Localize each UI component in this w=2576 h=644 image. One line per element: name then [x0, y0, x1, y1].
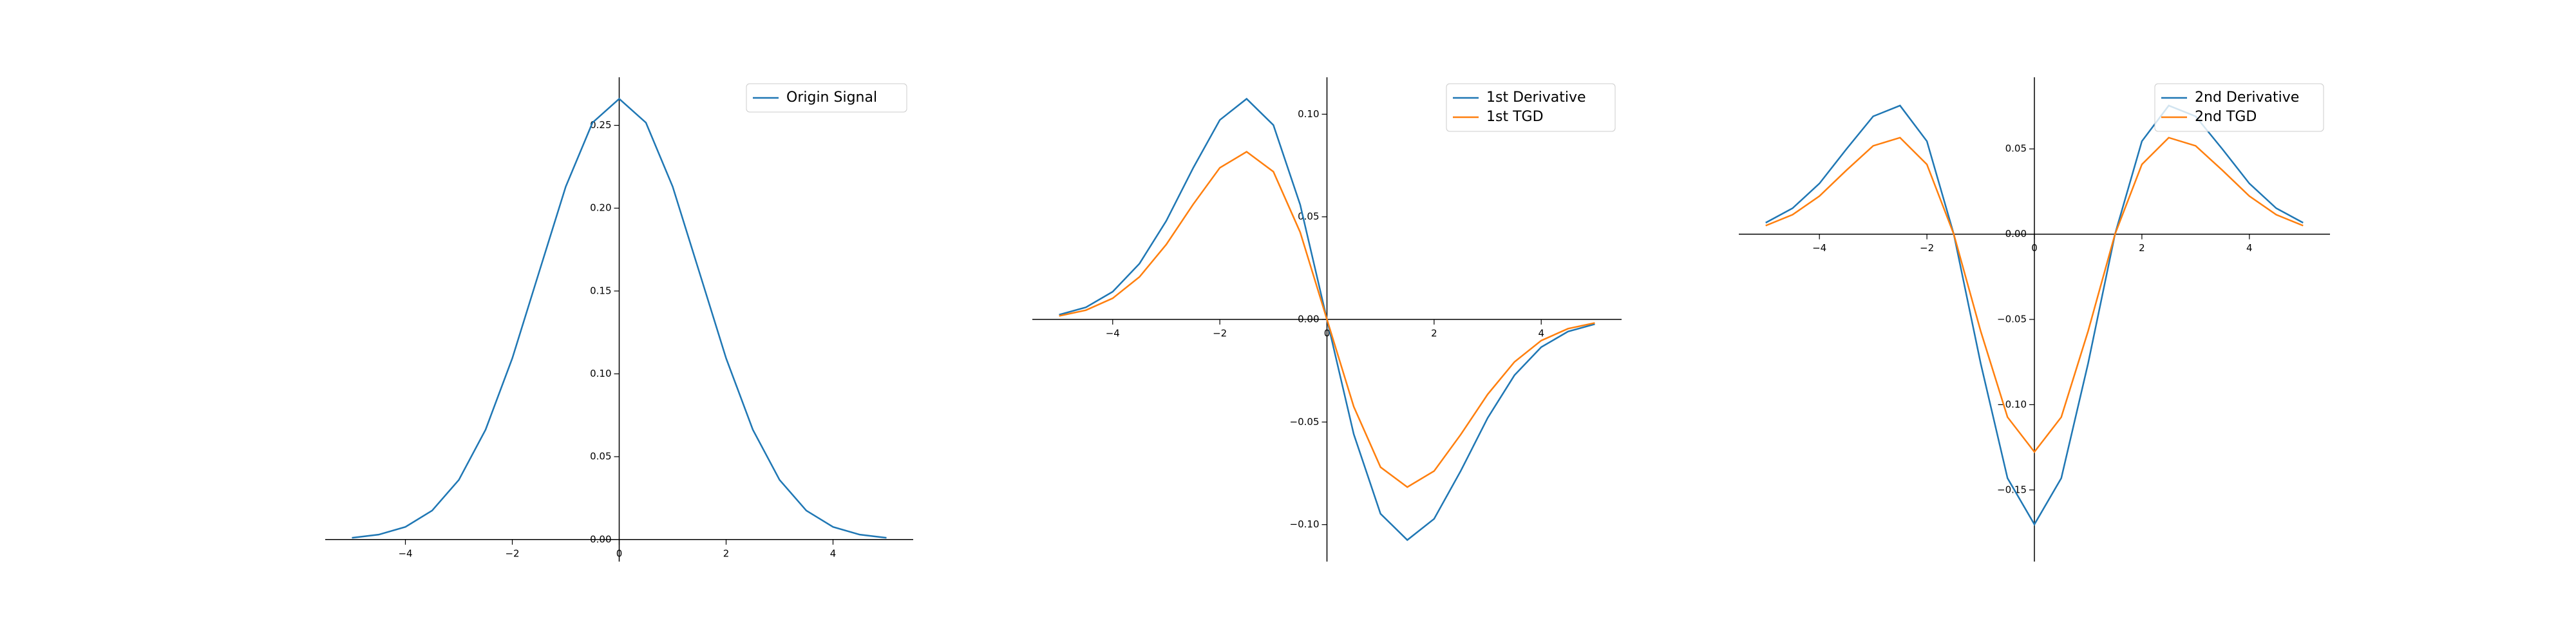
x-tick-label: 4 [2246, 242, 2253, 254]
line [1765, 104, 2304, 526]
legend-box [1446, 83, 1616, 132]
x-tick-label: 2 [723, 547, 730, 559]
x-tick-label: 0 [1324, 328, 1331, 339]
x-tick-label: −4 [1106, 328, 1120, 339]
y-tick-label: 0.10 [590, 368, 611, 379]
x-tick-label: 2 [1431, 328, 1437, 339]
y-tick-label: −0.05 [1290, 416, 1320, 428]
x-tick-label: −4 [1812, 242, 1826, 254]
y-tick-label: −0.05 [1997, 314, 2027, 325]
y-tick-label: 0.00 [2005, 228, 2027, 240]
line [352, 97, 887, 539]
y-tick-label: 0.05 [2005, 143, 2027, 155]
y-tick-label: 0.05 [590, 451, 611, 462]
y-tick-label: 0.00 [590, 533, 611, 545]
x-tick-label: 0 [616, 547, 623, 559]
x-tick-label: 4 [830, 547, 837, 559]
y-tick-label: 0.05 [1298, 211, 1319, 222]
legend-box [2154, 83, 2324, 132]
x-tick-label: 4 [1538, 328, 1544, 339]
y-tick-label: 0.25 [590, 119, 611, 131]
line [1765, 137, 2304, 453]
x-tick-label: 2 [2139, 242, 2145, 254]
legend-label: Origin Signal [786, 90, 877, 106]
y-tick-label: −0.10 [1290, 518, 1320, 530]
legend-label: 2nd Derivative [2195, 90, 2299, 106]
x-tick-label: −2 [505, 547, 519, 559]
x-tick-label: −4 [398, 547, 412, 559]
legend-box [746, 83, 907, 113]
legend-label: 1st Derivative [1486, 90, 1586, 106]
x-tick-label: −2 [1920, 242, 1934, 254]
y-tick-label: 0.15 [590, 285, 611, 296]
legend-label: 2nd TGD [2195, 109, 2257, 125]
x-tick-label: 0 [2031, 242, 2038, 254]
x-tick-label: −2 [1213, 328, 1227, 339]
y-tick-label: 0.10 [1298, 108, 1319, 120]
y-tick-label: 0.00 [1298, 314, 1319, 325]
y-tick-label: −0.15 [1997, 484, 2027, 495]
line [1059, 151, 1595, 488]
legend-label: 1st TGD [1486, 109, 1544, 125]
y-tick-label: 0.20 [590, 202, 611, 214]
